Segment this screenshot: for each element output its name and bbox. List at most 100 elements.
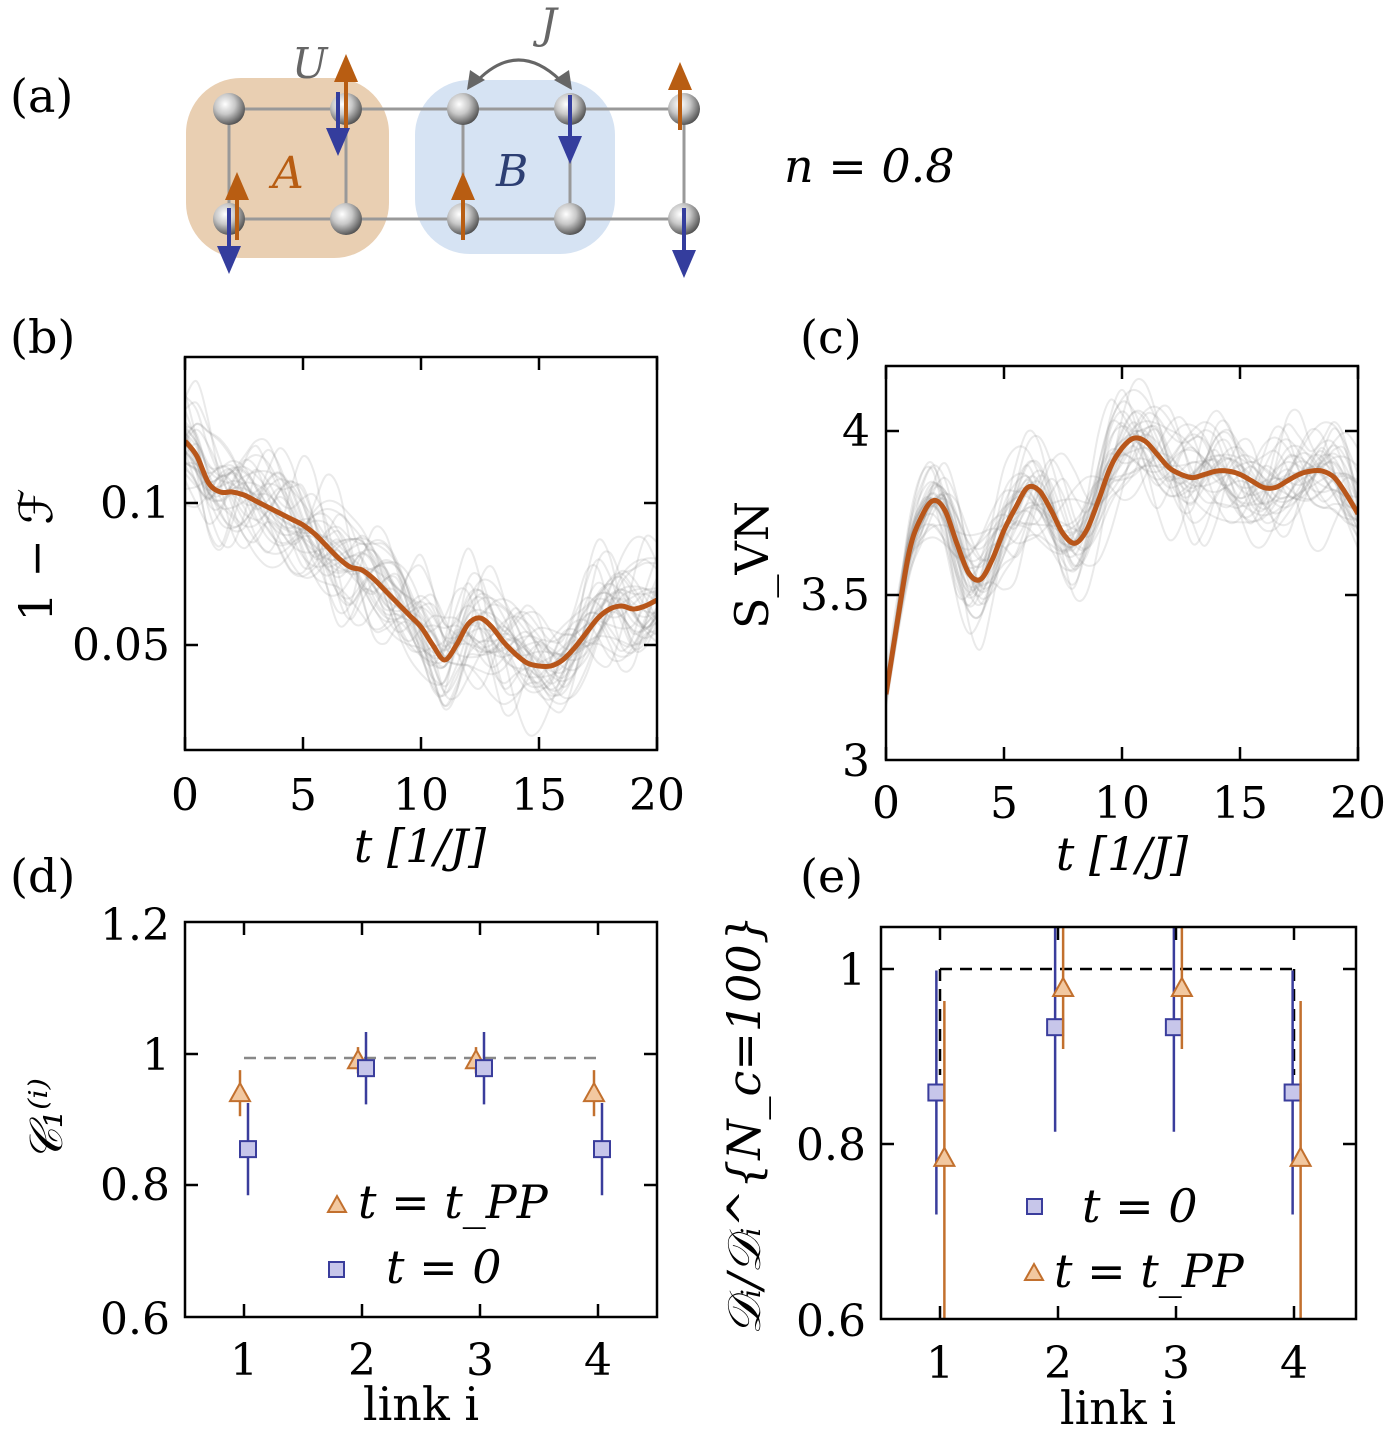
triangle-marker [582,1081,606,1103]
square-marker [1046,1018,1065,1037]
panel-e-ytick: 0.6 [796,1296,866,1347]
trajectory-line [886,425,1358,688]
panel-label-d: (d) [10,849,75,903]
trajectory-line [185,450,657,706]
panel-e: 1 2 3 4 0.6 0.8 1 link i 𝒟ᵢ/𝒟ᵢ^{N_c=100}… [717,915,1358,1434]
panel-d-ticks [185,922,657,1317]
trajectory-line [886,411,1358,700]
panel-e-ytick-labels: 0.6 0.8 1 [796,945,866,1347]
lattice-schematic: U J A B n = 0.8 [186,0,955,278]
panel-b-xtick: 20 [629,770,685,821]
trajectory-line [185,379,657,698]
trajectory-line [886,410,1358,690]
hopping-arc [476,58,562,82]
panel-d-ytick: 1.2 [100,900,170,951]
square-marker [1164,1018,1183,1037]
panel-e-xtick: 1 [926,1338,954,1389]
panel-d-legend-label: t = t_PP [358,1175,549,1229]
trajectory-line [886,419,1358,691]
panel-c-mean-curve [886,435,1358,695]
panel-b-ytick: 0.05 [72,620,170,671]
trajectory-line [185,454,657,708]
panel-d-ytick: 1 [142,1030,170,1081]
panel-b-ytick-labels: 0.05 0.1 [72,478,170,671]
panel-b-ylabel: 1 − ℱ [9,488,63,621]
panel-e-legend-triangle-marker [1023,1261,1045,1281]
square-marker [357,1059,375,1078]
panel-d-ytick: 0.6 [100,1294,170,1345]
trajectory-line [886,436,1358,697]
trajectory-line [185,461,657,672]
panel-label-a: (a) [10,69,73,123]
panel-c-xtick-labels: 0 5 10 15 20 [872,778,1386,829]
trajectory-line [185,432,657,666]
trajectory-line [185,464,657,690]
panel-d-legend-triangle-marker [326,1193,348,1213]
trajectory-line [886,411,1358,694]
trajectory-line [185,435,657,670]
panel-labels: (a) (b) (c) (d) (e) [10,69,863,903]
trajectory-line [886,405,1358,695]
panel-e-ytick: 0.8 [796,1120,866,1171]
square-marker [475,1059,493,1078]
panel-c: 0 5 10 15 20 3 3.5 4 t [1/J] S_VN [725,364,1386,881]
panel-c-ytick-labels: 3 3.5 4 [800,406,870,787]
interaction-label: U [292,39,329,88]
spin-up-arrows [225,54,692,240]
square-marker [593,1140,611,1159]
trajectory-line [185,422,657,701]
square-marker [1283,1083,1302,1102]
panel-label-e: (e) [800,849,863,903]
panel-e-ylabel: 𝒟ᵢ/𝒟ᵢ^{N_c=100} [717,915,771,1335]
panel-b-xtick: 0 [171,770,199,821]
trajectory-line [185,464,657,692]
panel-c-ylabel: S_VN [725,501,779,629]
region-b-label: B [495,146,528,197]
triangle-marker [1051,975,1075,997]
trajectory-line [886,433,1358,697]
panel-b-ytick: 0.1 [100,478,170,529]
panel-d-ytick: 0.8 [100,1160,170,1211]
panel-d-markers [228,1031,611,1196]
density-label: n = 0.8 [784,139,955,193]
panel-e-legend-square-marker [1026,1198,1043,1215]
trajectory-line [886,409,1358,692]
trajectory-line [185,439,657,684]
panel-d-xtick: 4 [584,1335,612,1386]
panel-c-xtick: 5 [990,778,1018,829]
trajectory-line [886,427,1358,701]
panel-e-markers [927,927,1313,1319]
panel-b-ticks [183,357,659,750]
trajectory-line [185,425,657,676]
panel-label-b: (b) [10,310,75,364]
panel-c-ytick: 4 [842,406,870,457]
panel-e-xtick-labels: 1 2 3 4 [926,1338,1308,1389]
panel-d-xtick: 3 [466,1335,494,1386]
trajectory-line [886,400,1358,696]
trajectory-line [886,421,1358,683]
trajectory-line [886,416,1358,690]
panel-e-xtick: 4 [1280,1338,1308,1389]
panel-d-legend: t = t_PP t = 0 [326,1175,549,1294]
trajectory-line [185,422,657,707]
trajectory-line [886,404,1358,699]
panel-e-xlabel: link i [1060,1381,1176,1434]
panel-b-trajectories [185,379,657,737]
panel-c-ticks [884,366,1360,760]
panel-label-c: (c) [800,310,862,364]
panel-b-mean-curve [185,439,657,670]
trajectory-line [185,428,657,714]
panel-e-legend-label: t = t_PP [1054,1244,1245,1298]
panel-d-legend-square-marker [328,1261,345,1278]
trajectory-line [185,461,657,694]
trajectory-line [185,444,657,717]
panel-c-xtick: 0 [872,778,900,829]
panel-d-xtick: 2 [348,1335,376,1386]
panel-d-axes [183,920,659,1319]
trajectory-line [886,409,1358,695]
panel-c-xlabel: t [1/J] [1056,827,1188,881]
panel-b-xlabel: t [1/J] [354,819,486,873]
panel-d-xlabel: link i [363,1377,479,1431]
square-marker [927,1083,946,1102]
